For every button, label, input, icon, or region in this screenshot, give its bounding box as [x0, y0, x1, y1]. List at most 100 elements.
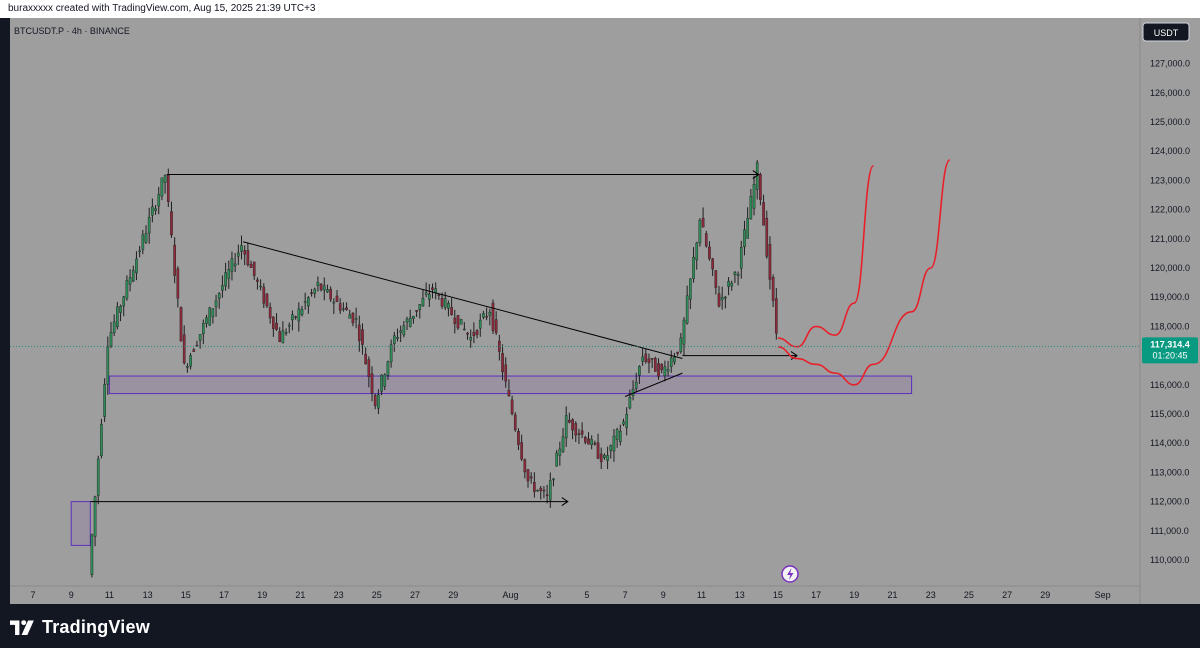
candle-body: [278, 331, 282, 342]
date-tick-label: 15: [773, 590, 783, 600]
date-tick-label: 11: [105, 590, 114, 600]
candle-body: [739, 247, 743, 269]
price-tick-label: 113,000.0: [1150, 467, 1189, 477]
candle-body: [122, 296, 126, 307]
price-tick-label: 124,000.0: [1150, 146, 1190, 156]
candle-body: [408, 317, 412, 327]
candle-body: [472, 331, 476, 336]
support-zone[interactable]: [108, 375, 913, 395]
date-tick-label: 21: [295, 590, 305, 600]
plot-area[interactable]: [10, 18, 1140, 586]
price-tick-label: 118,000.0: [1150, 321, 1189, 331]
candle-body: [603, 454, 606, 458]
candle-body: [211, 308, 215, 318]
candle-body: [571, 419, 574, 431]
candle-body: [116, 306, 119, 328]
candle-body: [647, 358, 651, 363]
candle-body: [517, 431, 520, 445]
candle-body: [701, 217, 705, 228]
candle-body: [418, 304, 422, 311]
candle-body: [392, 335, 396, 344]
date-tick-label: 17: [219, 590, 229, 600]
candle-body: [131, 270, 135, 282]
candle-body: [606, 455, 609, 461]
candle-body: [736, 274, 740, 277]
candle-body: [491, 302, 495, 331]
date-tick-label: 27: [410, 590, 420, 600]
candle-body: [399, 330, 402, 333]
candle-body: [201, 323, 205, 335]
trendlines[interactable]: [242, 241, 683, 397]
candle-body: [628, 397, 632, 409]
trendline[interactable]: [242, 241, 683, 360]
date-tick-label: 19: [849, 590, 859, 600]
candle-body: [141, 234, 145, 250]
candle-body: [205, 317, 208, 324]
price-chart[interactable]: BTCUSDT.P · 4h · BINANCE USDT 110,000.01…: [0, 18, 1200, 604]
candle-body: [243, 250, 247, 255]
candle-body: [316, 282, 320, 286]
candle-body: [482, 313, 485, 318]
candle-body: [246, 250, 250, 265]
candle-body: [704, 233, 708, 247]
candle-body: [128, 277, 132, 285]
date-tick-label: 15: [181, 590, 191, 600]
candle-body: [504, 364, 508, 382]
candle-body: [619, 430, 622, 442]
candle-body: [103, 384, 106, 417]
arrows[interactable]: [90, 170, 798, 507]
candle-body: [182, 334, 186, 364]
candle-body: [676, 351, 679, 354]
date-tick-label: 19: [257, 590, 267, 600]
candle-body: [412, 315, 415, 319]
trendline[interactable]: [624, 372, 683, 397]
price-tick-label: 111,000.0: [1150, 526, 1189, 536]
candle-body: [638, 366, 641, 376]
date-tick-label: 17: [811, 590, 821, 600]
projection-path[interactable]: [777, 159, 951, 386]
tradingview-logo[interactable]: TradingView: [10, 616, 150, 638]
candle-body: [166, 174, 170, 202]
candle-body: [221, 285, 224, 291]
candle-body: [322, 285, 326, 291]
arrow-head[interactable]: [561, 497, 569, 507]
time-axis-labels: 7 9 11 13 15 17 19 21 23 25 27 29 Aug 3 5 7 9 11 13 15 17 19 2…: [30, 590, 1110, 600]
candle-body: [291, 314, 294, 321]
candle-body: [771, 277, 775, 301]
candle-body: [354, 318, 358, 320]
candle-body: [555, 452, 558, 467]
candle-body: [625, 414, 629, 428]
candle-body: [475, 330, 479, 335]
candle-body: [144, 233, 148, 243]
currency-button[interactable]: USDT: [1142, 22, 1190, 42]
candle-body: [342, 308, 345, 310]
price-axis[interactable]: [1140, 18, 1200, 604]
candle-body: [685, 295, 689, 324]
currency-button-bg[interactable]: [1142, 22, 1190, 42]
support-zones[interactable]: [70, 375, 913, 546]
candle-body: [536, 489, 539, 492]
candle-body: [125, 280, 129, 299]
candle-body: [294, 316, 297, 318]
candle-body: [367, 359, 371, 377]
candle-body: [746, 218, 749, 239]
candle-body: [300, 309, 304, 315]
flash-event-icon[interactable]: [781, 565, 799, 583]
date-tick-label: 11: [697, 590, 706, 600]
arrow-head[interactable]: [752, 170, 760, 179]
price-tick-label: 116,000.0: [1150, 380, 1189, 390]
candle-body: [663, 366, 667, 377]
date-tick-label: 21: [887, 590, 897, 600]
price-tick-label: 112,000.0: [1150, 497, 1189, 507]
candle-body: [689, 278, 692, 300]
date-tick-label: 13: [143, 590, 153, 600]
candle-body: [208, 307, 211, 326]
support-zone[interactable]: [70, 501, 91, 546]
candle-body: [443, 298, 447, 308]
time-axis[interactable]: [10, 586, 1140, 604]
candle-body: [351, 312, 355, 324]
candle-body: [762, 202, 765, 226]
currency-button-label[interactable]: USDT: [1154, 28, 1179, 38]
candle-body: [749, 195, 753, 220]
candle-body: [93, 496, 97, 537]
